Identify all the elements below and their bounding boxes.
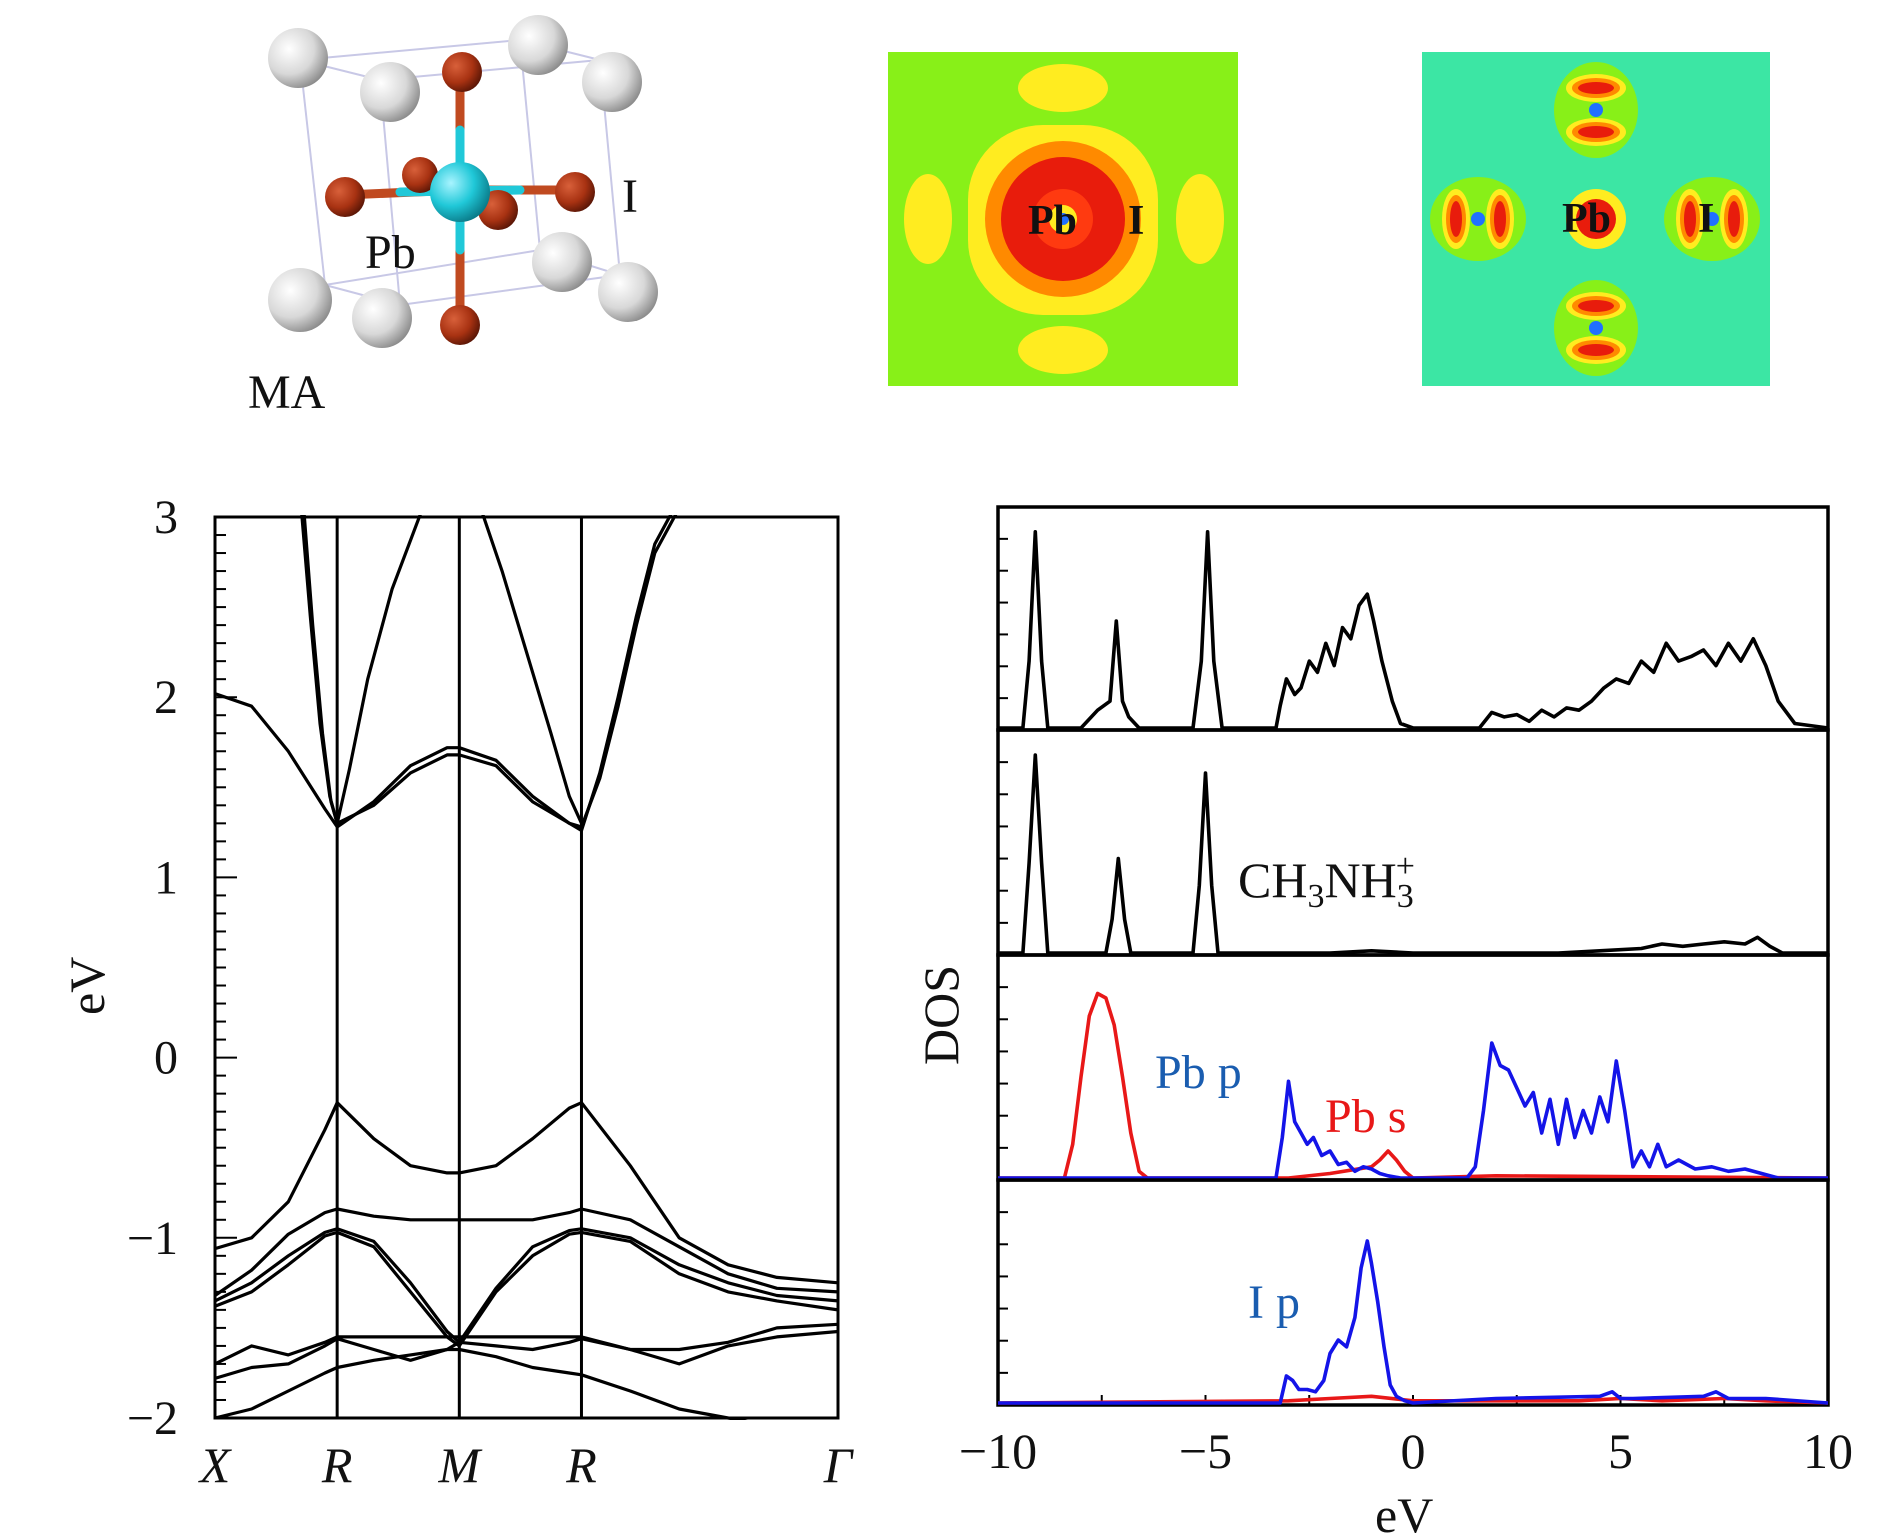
i-atom — [440, 305, 480, 345]
orbital-lobe — [1684, 201, 1696, 237]
ch3nh3-label-part: NH — [1324, 852, 1396, 908]
band-line — [214, 1207, 838, 1297]
dos-panel-frame — [996, 728, 1830, 957]
orbital-lobe — [1578, 300, 1614, 312]
orbital-map-1: Pb I — [888, 52, 1238, 386]
pb-p-label: Pb p — [1155, 1046, 1242, 1099]
band-line — [302, 515, 673, 833]
k-point-label: M — [437, 1437, 482, 1493]
i-atom — [442, 52, 482, 92]
band-line — [214, 1329, 838, 1380]
dos-curve — [998, 991, 1829, 1180]
orbital-map-2-i-label: I — [1698, 196, 1714, 242]
band-line — [214, 1101, 838, 1285]
y-tick-label: 3 — [154, 491, 178, 544]
dos-panel — [996, 505, 1830, 732]
dos-panel-frame — [996, 1178, 1830, 1407]
band-line — [214, 515, 678, 829]
orbital-lobe — [1578, 344, 1614, 356]
band-plot-frame — [213, 515, 840, 1420]
dos-panel — [996, 953, 1830, 1182]
orbital-lobe — [1576, 199, 1616, 239]
orbital-map-1-i-label: I — [1128, 198, 1144, 244]
band-line — [300, 515, 583, 825]
orbital-lobe — [1450, 201, 1462, 237]
y-tick-label: 2 — [154, 671, 178, 724]
ma-atom — [268, 28, 328, 88]
ma-label: MA — [248, 366, 326, 419]
band-line — [214, 1347, 748, 1420]
dos-curve — [998, 753, 1828, 955]
i-atom — [325, 177, 365, 217]
orbital-node — [1471, 212, 1485, 226]
orbital-lobe — [1578, 82, 1614, 94]
pb-atom — [430, 162, 490, 222]
ma-atoms — [268, 15, 658, 348]
orbital-node — [1705, 212, 1719, 226]
x-tick-label: 5 — [1608, 1423, 1633, 1479]
orbital-lobe — [1578, 126, 1614, 138]
i-atom — [402, 157, 438, 193]
ch3nh3-label: CH3NH3+ — [1238, 848, 1415, 915]
band-structure-chart: X R M R Γ 3 2 1 0 −1 −2 eV — [59, 491, 855, 1493]
band-y-axis-label: eV — [59, 957, 115, 1015]
ma-atom — [598, 262, 658, 322]
crystal-structure: Pb I MA — [248, 15, 658, 419]
dos-panel — [996, 728, 1830, 957]
dos-panel — [996, 1178, 1830, 1407]
pb-s-label: Pb s — [1325, 1090, 1406, 1143]
pb-label: Pb — [365, 226, 416, 279]
i-atom — [555, 172, 595, 212]
dos-y-axis-label: DOS — [913, 965, 969, 1065]
orbital-map-2: Pb I — [1422, 52, 1770, 386]
iodine-atoms — [325, 52, 595, 345]
dos-curve — [998, 530, 1829, 730]
ma-atom — [508, 15, 568, 75]
ma-atom — [268, 268, 332, 332]
y-tick-label: −2 — [127, 1392, 178, 1445]
ma-atom — [352, 288, 412, 348]
orbital-node — [1589, 321, 1603, 335]
dos-x-axis-label: eV — [1375, 1487, 1433, 1536]
orbital-lobe — [1494, 201, 1506, 237]
y-tick-label: 0 — [154, 1032, 178, 1085]
band-line — [214, 1322, 838, 1366]
x-tick-label: 10 — [1803, 1423, 1853, 1479]
ma-atom — [582, 52, 642, 112]
orbital-lobe — [1728, 201, 1740, 237]
y-tick-label: 1 — [154, 851, 178, 904]
band-line — [214, 1230, 838, 1348]
orbital-map-2-pb-label: Pb — [1562, 196, 1611, 242]
x-tick-label: −5 — [1179, 1423, 1232, 1479]
k-point-label: X — [198, 1437, 233, 1493]
y-tick-label: −1 — [127, 1212, 178, 1265]
i-label: I — [622, 170, 638, 223]
i-p-label: I p — [1248, 1276, 1300, 1329]
orbital-node — [1589, 103, 1603, 117]
x-tick-label: 0 — [1401, 1423, 1426, 1479]
dos-curve — [998, 1041, 1828, 1180]
dos-chart: −10 −5 0 5 10 eV DOS CH3NH3+ Pb p Pb s I p — [913, 505, 1853, 1536]
ch3nh3-label-part: 3 — [1307, 878, 1324, 915]
k-point-label: R — [321, 1437, 353, 1493]
dos-curve — [998, 1239, 1829, 1405]
ch3nh3-label-part: 3 — [1397, 878, 1414, 915]
orbital-map-1-pb-label: Pb — [1028, 198, 1077, 244]
band-line — [214, 1227, 838, 1344]
ch3nh3-label-part: CH — [1238, 852, 1307, 908]
x-tick-label: −10 — [959, 1423, 1037, 1479]
k-point-label: Γ — [823, 1437, 855, 1493]
ma-atom — [360, 62, 420, 122]
ch3nh3-label-part: + — [1396, 848, 1415, 885]
k-point-label: R — [565, 1437, 597, 1493]
ma-atom — [532, 232, 592, 292]
